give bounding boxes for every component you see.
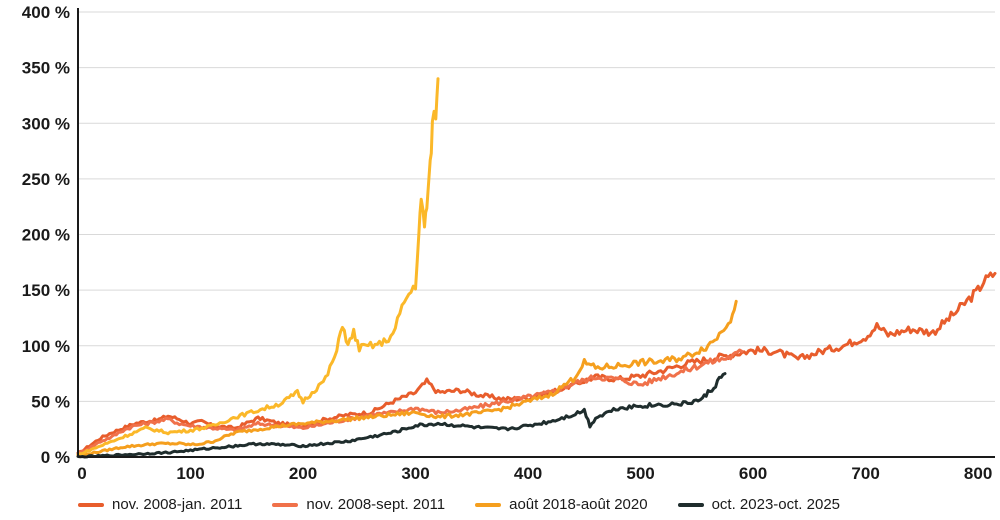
y-tick-label: 350 %	[22, 59, 70, 78]
y-tick-label: 200 %	[22, 226, 70, 245]
legend-swatch	[677, 502, 704, 507]
legend-swatch	[78, 502, 104, 507]
series-line	[76, 372, 727, 459]
legend-label: août 2018-août 2020	[509, 496, 648, 513]
axes	[77, 8, 995, 458]
legend-item: nov. 2008-jan. 2011	[78, 496, 242, 513]
y-tick-label: 100 %	[22, 337, 70, 356]
x-tick-label: 400	[514, 464, 542, 483]
series-line	[76, 271, 997, 455]
y-tick-label: 0 %	[41, 448, 70, 467]
y-tick-label: 50 %	[31, 392, 70, 411]
legend-label: oct. 2023-oct. 2025	[711, 496, 841, 513]
y-tick-label: 250 %	[22, 170, 70, 189]
y-tick-label: 150 %	[22, 281, 70, 300]
series-line	[76, 77, 440, 457]
x-tick-label: 0	[77, 464, 86, 483]
x-tick-label: 300	[401, 464, 429, 483]
legend-label: nov. 2008-jan. 2011	[112, 496, 243, 513]
series-lines	[76, 77, 997, 459]
y-tick-label: 300 %	[22, 114, 70, 133]
line-chart: 0 % 50 % 100 % 150 % 200 % 250 % 300 % 350 % 400…	[22, 3, 997, 483]
x-tick-label: 200	[289, 464, 317, 483]
grid-lines	[78, 11, 995, 458]
x-tick-label: 500	[626, 464, 654, 483]
x-tick-label: 700	[851, 464, 879, 483]
legend-swatch	[272, 502, 299, 507]
legend-item: oct. 2023-oct. 2025	[677, 496, 841, 513]
x-tick-label: 600	[739, 464, 767, 483]
legend-label: nov. 2008-sept. 2011	[306, 496, 446, 513]
y-tick-label: 400 %	[22, 3, 70, 22]
legend: nov. 2008-jan. 2011 nov. 2008-sept. 2011 a…	[78, 496, 870, 513]
series-line	[76, 348, 744, 456]
tick-labels: 0 % 50 % 100 % 150 % 200 % 250 % 300 % 350 % 400…	[22, 3, 993, 483]
x-tick-label: 100	[176, 464, 204, 483]
x-tick-label: 800	[964, 464, 992, 483]
legend-item: août 2018-août 2020	[475, 496, 648, 513]
series-line	[76, 299, 738, 458]
legend-item: nov. 2008-sept. 2011	[272, 496, 445, 513]
legend-swatch	[475, 502, 502, 507]
